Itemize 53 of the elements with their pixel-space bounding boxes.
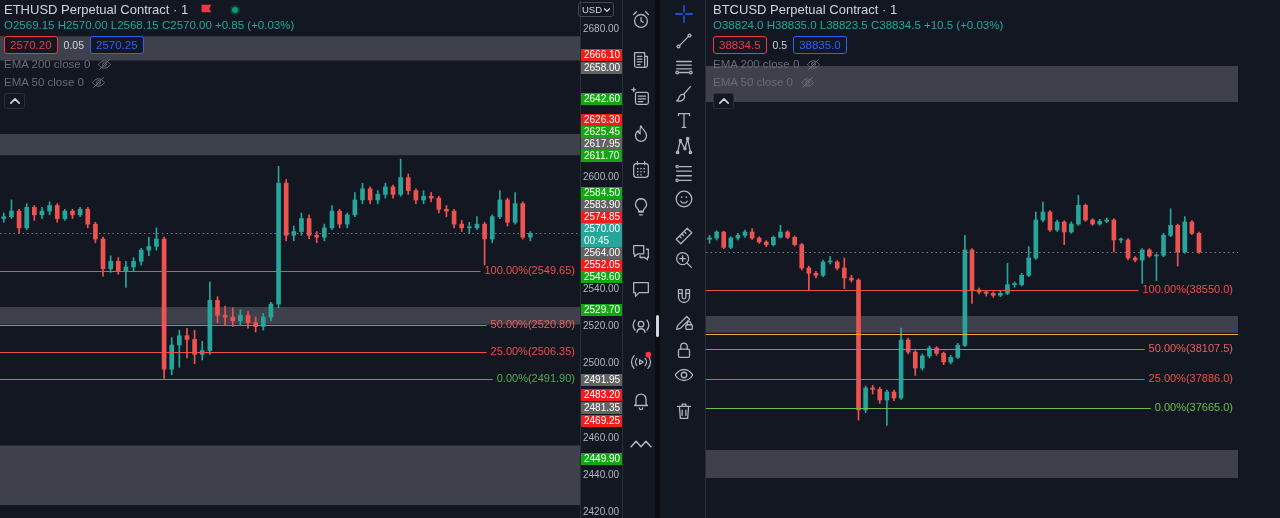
y-tick-label: 2540.00 [583,282,620,294]
ref-line-label: 25.00%(37886.0) [1148,371,1233,384]
text: 2529.70 [581,304,622,316]
ref-line-label: 50.00%(2520.80) [490,317,575,330]
text: 2611.70 [581,150,622,162]
candlestick [146,236,152,257]
y-tick-label: 2600.00 [583,171,620,183]
ref-line-label: 25.00%(2506.35) [490,344,575,357]
chart-title: ETHUSD Perpetual Contract · 1 [4,2,189,17]
text: 2584.50 [581,187,622,199]
text: 2617.95 [581,138,622,150]
ref-line-label: 0.00%(37665.0) [1154,401,1233,414]
text: 2642.60 [581,93,622,105]
annotation: EMA 200 close 0 [4,58,91,70]
text: 2483.20 [581,389,622,401]
annotation: 38835.0 [793,35,847,54]
text: 2491.95 [581,374,622,386]
text: 2625.45 [581,126,622,138]
text: 2549.60 [581,271,622,283]
text: 2626.30 [581,114,622,126]
y-tick-label: 2420.00 [583,506,620,518]
ref-line-label: 100.00%(2549.65) [484,264,575,277]
annotation: 0.5 [772,38,788,51]
candlestick [230,307,236,327]
annotation: 2570.25 [90,35,144,54]
annotation: EMA 50 close 0 [4,76,84,88]
text: 2570.00 00:45 [581,223,622,247]
y-tick-label: 2680.00 [583,22,620,34]
y-tick-label: 2500.00 [583,357,620,369]
text: 2666.10 [581,49,622,61]
ref-line-label: 50.00%(38107.5) [1148,342,1233,355]
text: 2552.05 [581,259,622,271]
text: 2481.35 [581,402,622,414]
text: 2449.90 [581,453,622,465]
ref-line-label: 0.00%(2491.90) [496,371,575,384]
annotation: 2570.20 [4,35,58,54]
candlestick [870,385,876,395]
y-tick-label: 2520.00 [583,320,620,332]
y-tick-label: 2440.00 [583,468,620,480]
ref-line-label: 100.00%(38550.0) [1142,283,1233,296]
annotation: 0.05 [63,38,85,51]
text: 2583.90 [581,199,622,211]
chart-title: BTCUSD Perpetual Contract · 1 [713,2,898,17]
y-axis-title: USD [581,4,602,15]
text: 2574.85 [581,211,622,223]
text: 2564.00 [581,247,622,259]
text: 2658.00 [581,62,622,74]
text: 2469.25 [581,415,622,427]
y-tick-label: 2460.00 [583,431,620,443]
annotation: 38834.5 [713,35,767,54]
text: O38824.0 H38835.0 L38823.5 C38834.5 +10.5 (+0.03%) [713,18,1004,33]
text: O2569.15 H2570.00 L2568.15 C2570.00 +0.85 (+0.03%) [4,18,295,33]
annotation: EMA 200 close 0 [713,58,800,70]
